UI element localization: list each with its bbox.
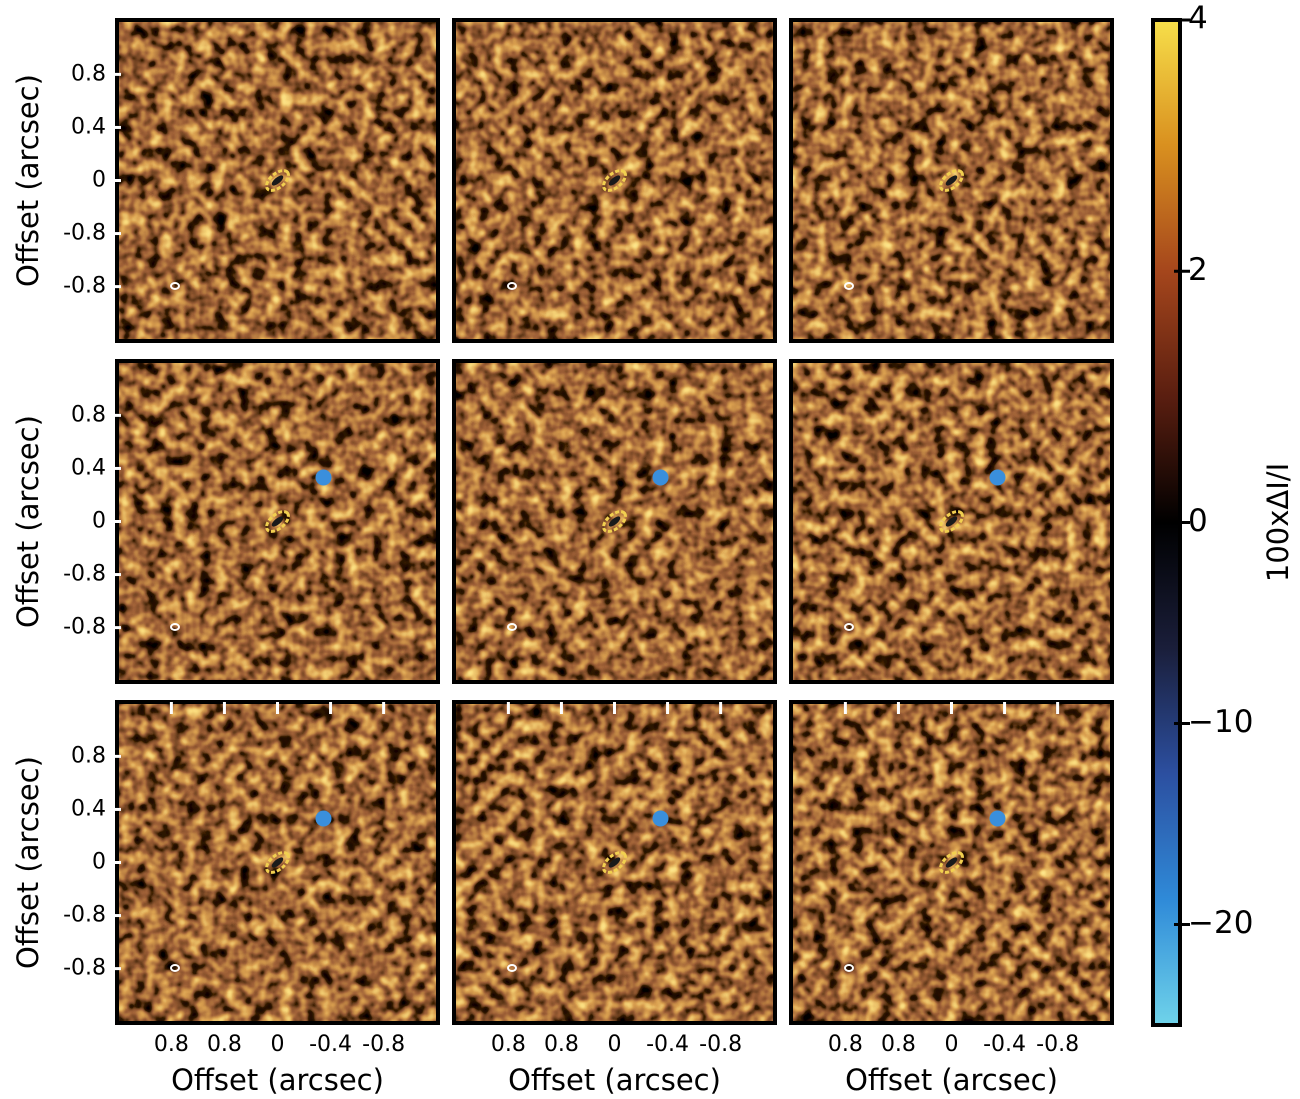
- y-tick-label: 0.8: [71, 61, 106, 86]
- panel-frame: [452, 359, 777, 684]
- disk-inner: [608, 857, 621, 868]
- colorbar-tick-label: 2: [1188, 252, 1208, 288]
- y-axis-label: Offset (arcsec): [11, 415, 45, 628]
- x-axis-label: Offset (arcsec): [171, 1063, 384, 1097]
- colorbar-tick-label: 4: [1188, 1, 1208, 37]
- y-tick-label: -0.8: [63, 562, 106, 587]
- x-tick-label: -0.8: [699, 1032, 742, 1057]
- x-tick-label: 0: [608, 1032, 622, 1057]
- y-tick-label: 0.4: [71, 455, 106, 480]
- panel-frame: [789, 359, 1114, 684]
- disk: [939, 510, 964, 533]
- x-tick-label: 0.8: [154, 1032, 189, 1057]
- x-tick-label: 0.8: [828, 1032, 863, 1057]
- y-tick-label: -0.8: [63, 956, 106, 981]
- beam: [507, 282, 517, 290]
- beam: [844, 282, 854, 290]
- x-tick-label: -0.4: [309, 1032, 352, 1057]
- y-axis-label: Offset (arcsec): [11, 756, 45, 969]
- y-tick-label: 0: [92, 850, 106, 875]
- y-tick-label: 0: [92, 509, 106, 534]
- planet: [989, 469, 1006, 486]
- x-tick-label: -0.4: [646, 1032, 689, 1057]
- colorbar-tick-label: −10: [1188, 704, 1253, 740]
- y-axis-label: Offset (arcsec): [11, 74, 45, 287]
- y-tick-label: 0.4: [71, 114, 106, 139]
- disk: [939, 851, 964, 874]
- planet: [989, 810, 1006, 827]
- y-tick-label: 0.4: [71, 796, 106, 821]
- beam: [507, 964, 517, 972]
- colorbar-tick-label: −20: [1188, 905, 1253, 941]
- planet: [652, 810, 669, 827]
- x-tick-label: 0.8: [544, 1032, 579, 1057]
- disk-inner: [271, 516, 284, 527]
- y-tick-label: -0.8: [63, 903, 106, 928]
- y-tick-label: 0.8: [71, 743, 106, 768]
- y-tick-label: -0.8: [63, 274, 106, 299]
- colorbar-tick-label: 0: [1188, 503, 1208, 539]
- x-tick-label: 0.8: [881, 1032, 916, 1057]
- y-tick-label: -0.8: [63, 615, 106, 640]
- colorbar-label: 100xΔI/I: [1261, 463, 1295, 582]
- beam: [507, 623, 517, 631]
- beam: [170, 623, 180, 631]
- planet: [315, 810, 332, 827]
- disk-inner: [271, 175, 284, 186]
- x-axis-label: Offset (arcsec): [508, 1063, 721, 1097]
- disk: [602, 169, 627, 192]
- beam: [844, 964, 854, 972]
- y-tick-label: 0.8: [71, 402, 106, 427]
- x-tick-label: -0.8: [362, 1032, 405, 1057]
- planet: [652, 469, 669, 486]
- disk: [602, 510, 627, 533]
- y-tick-label: 0: [92, 168, 106, 193]
- disk-inner: [945, 175, 958, 186]
- beam: [844, 623, 854, 631]
- disk: [939, 169, 964, 192]
- x-tick-label: 0: [945, 1032, 959, 1057]
- disk-inner: [945, 857, 958, 868]
- x-tick-label: 0: [271, 1032, 285, 1057]
- beam: [170, 282, 180, 290]
- disk-inner: [945, 516, 958, 527]
- x-tick-label: 0.8: [491, 1032, 526, 1057]
- disk: [265, 510, 290, 533]
- x-axis-label: Offset (arcsec): [845, 1063, 1058, 1097]
- beam: [170, 964, 180, 972]
- disk-inner: [608, 175, 621, 186]
- disk-inner: [608, 516, 621, 527]
- planet: [315, 469, 332, 486]
- x-tick-label: 0.8: [207, 1032, 242, 1057]
- panel-frame: [789, 18, 1114, 343]
- y-tick-label: -0.8: [63, 221, 106, 246]
- disk: [265, 851, 290, 874]
- x-tick-label: -0.8: [1036, 1032, 1079, 1057]
- disk-inner: [271, 857, 284, 868]
- disk: [602, 851, 627, 874]
- disk: [265, 169, 290, 192]
- x-tick-label: -0.4: [983, 1032, 1026, 1057]
- panel-frame: [452, 18, 777, 343]
